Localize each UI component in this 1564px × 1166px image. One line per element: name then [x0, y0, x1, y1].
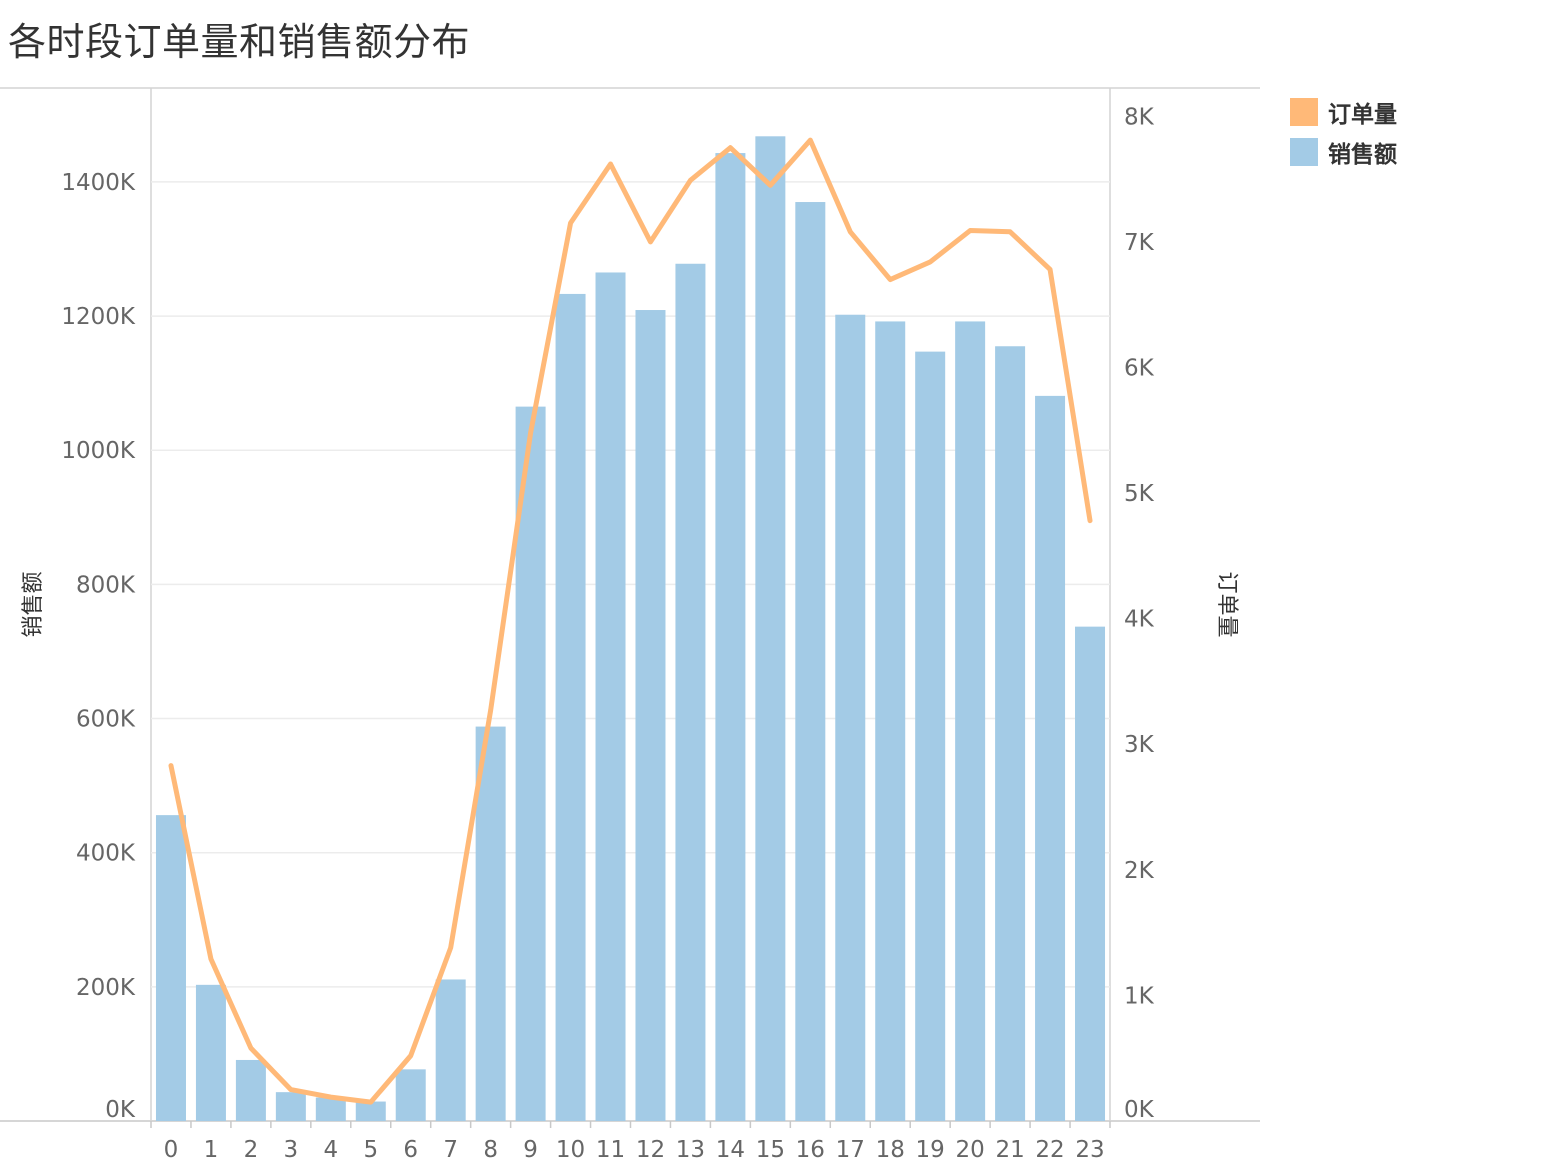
- bar-sales: [755, 136, 786, 1122]
- x-tick-label: 19: [916, 1137, 945, 1163]
- bar-sales: [275, 1092, 306, 1121]
- x-tick-label: 21: [995, 1137, 1024, 1163]
- legend-swatch-sales: [1290, 138, 1318, 166]
- bar-sales: [435, 979, 466, 1121]
- bar-sales: [515, 406, 546, 1121]
- x-tick-label: 16: [796, 1137, 825, 1163]
- x-tick-label: 17: [836, 1137, 865, 1163]
- legend-item-sales[interactable]: 销售额: [1290, 132, 1397, 172]
- x-tick-label: 14: [716, 1137, 745, 1163]
- y-left-tick-label: 400K: [76, 841, 136, 867]
- x-tick-label: 22: [1035, 1137, 1064, 1163]
- x-tick-label: 1: [204, 1137, 219, 1163]
- x-tick-label: 20: [956, 1137, 985, 1163]
- y-left-tick-label: 600K: [76, 707, 136, 733]
- x-tick-label: 0: [164, 1137, 179, 1163]
- x-tick-label: 18: [876, 1137, 905, 1163]
- y-right-tick-label: 4K: [1124, 607, 1155, 633]
- bar-sales: [955, 321, 986, 1122]
- legend-label-sales: 销售额: [1328, 142, 1397, 168]
- bar-sales: [235, 1059, 266, 1121]
- y-left-tick-label: 0K: [105, 1097, 136, 1123]
- y-right-tick-label: 7K: [1124, 230, 1155, 256]
- bar-sales: [795, 202, 826, 1121]
- bar-sales: [715, 153, 746, 1122]
- bar-sales: [155, 815, 186, 1121]
- x-tick-label: 3: [284, 1137, 299, 1163]
- y-left-tick-label: 1400K: [61, 170, 136, 196]
- x-tick-label: 7: [443, 1137, 458, 1163]
- bar-sales: [595, 272, 626, 1121]
- y-left-tick-label: 1000K: [61, 438, 136, 464]
- y-left-tick-label: 800K: [76, 572, 136, 598]
- bar-sales: [995, 346, 1026, 1121]
- bar-sales: [555, 293, 586, 1122]
- bar-sales: [915, 351, 946, 1122]
- y-right-tick-label: 5K: [1124, 481, 1155, 507]
- y-right-tick-label: 6K: [1124, 355, 1155, 381]
- bar-sales: [355, 1101, 386, 1121]
- y-right-tick-label: 8K: [1124, 104, 1155, 130]
- y-left-tick-label: 200K: [76, 975, 136, 1001]
- legend-swatch-orders: [1290, 98, 1318, 126]
- x-tick-label: 12: [636, 1137, 665, 1163]
- x-tick-label: 23: [1075, 1137, 1104, 1163]
- x-tick-label: 13: [676, 1137, 705, 1163]
- legend-item-orders[interactable]: 订单量: [1290, 92, 1397, 132]
- y-right-tick-label: 3K: [1124, 732, 1155, 758]
- bar-sales: [1075, 626, 1106, 1121]
- x-tick-label: 10: [556, 1137, 585, 1163]
- bar-sales: [875, 321, 906, 1122]
- x-tick-label: 9: [523, 1137, 538, 1163]
- bar-sales: [1035, 395, 1066, 1121]
- y-right-tick-label: 0K: [1124, 1097, 1155, 1123]
- x-tick-label: 2: [244, 1137, 259, 1163]
- legend-label-orders: 订单量: [1328, 102, 1397, 128]
- bar-sales: [475, 726, 506, 1121]
- x-tick-label: 8: [483, 1137, 498, 1163]
- x-tick-label: 15: [756, 1137, 785, 1163]
- x-tick-label: 11: [596, 1137, 625, 1163]
- bar-sales: [635, 310, 666, 1121]
- x-tick-label: 6: [403, 1137, 418, 1163]
- chart-title: 各时段订单量和销售额分布: [8, 20, 471, 64]
- bar-sales: [675, 263, 706, 1121]
- y-right-tick-label: 1K: [1124, 983, 1155, 1009]
- x-tick-label: 4: [323, 1137, 338, 1163]
- bar-sales: [835, 314, 866, 1121]
- y-right-tick-label: 2K: [1124, 858, 1155, 884]
- bar-sales: [315, 1097, 346, 1121]
- x-tick-label: 5: [363, 1137, 378, 1163]
- line-orders: [168, 137, 1093, 1105]
- y-right-axis-title: 订单量: [1214, 571, 1239, 637]
- legend: 订单量 销售额: [1290, 92, 1397, 172]
- y-left-tick-label: 1200K: [61, 304, 136, 330]
- bar-sales: [395, 1069, 426, 1121]
- bar-sales: [195, 984, 226, 1121]
- y-left-axis-title: 销售额: [21, 571, 46, 637]
